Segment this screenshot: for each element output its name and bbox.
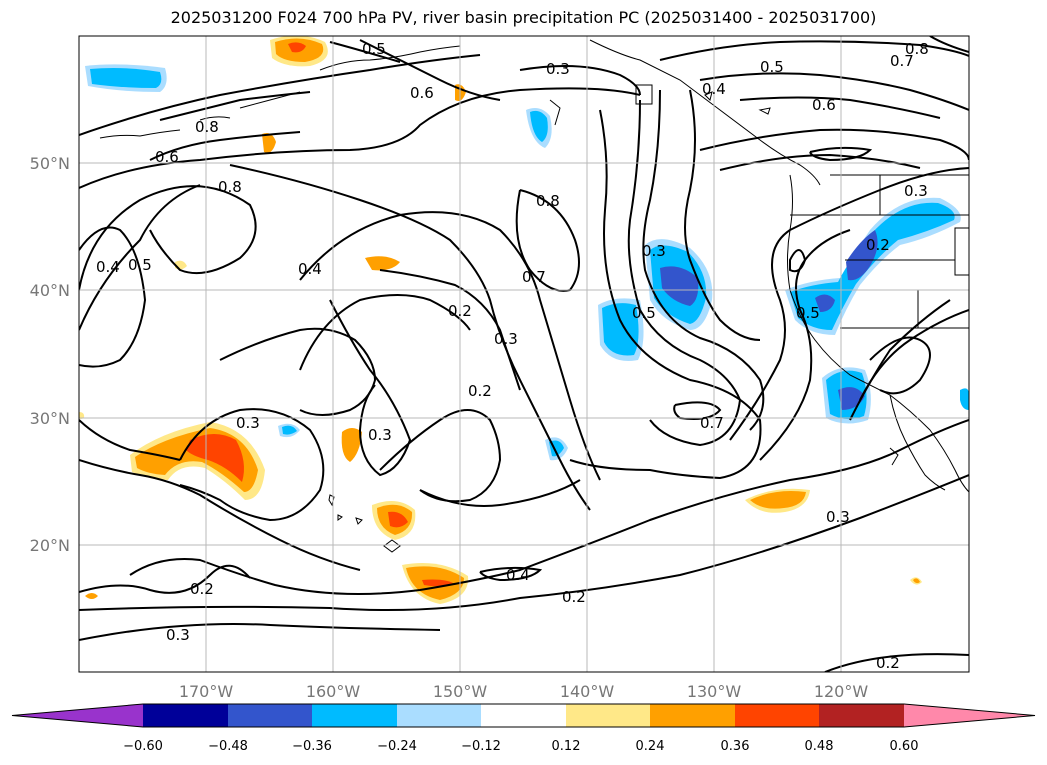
contour-label: 0.2 xyxy=(448,302,472,320)
contour-label: 0.3 xyxy=(494,330,518,348)
gridlines xyxy=(79,36,969,672)
colorbar-swatch xyxy=(143,704,228,727)
lat-label: 30°N xyxy=(30,409,70,428)
colorbar-swatch xyxy=(650,704,735,727)
contour-label: 0.8 xyxy=(536,192,560,210)
contour-label: 0.4 xyxy=(96,258,120,276)
coastlines xyxy=(99,39,969,553)
contour-label: 0.6 xyxy=(155,148,179,166)
colorbar-tick: −0.24 xyxy=(377,739,417,754)
lon-label: 120°W xyxy=(814,682,869,701)
contour-labels: 0.5 0.3 0.6 0.4 0.5 0.8 0.7 0.6 0.8 0.6 … xyxy=(96,40,929,672)
lon-label: 140°W xyxy=(560,682,615,701)
lon-label: 150°W xyxy=(433,682,488,701)
contour-label: 0.7 xyxy=(522,268,546,286)
longitude-labels: 170°W 160°W 150°W 140°W 130°W 120°W xyxy=(179,682,869,701)
colorbar-tick: −0.48 xyxy=(208,739,248,754)
colorbar-swatch xyxy=(566,704,650,727)
contour-label: 0.2 xyxy=(866,236,890,254)
colorbar-swatch xyxy=(312,704,397,727)
pv-contours xyxy=(79,36,969,672)
lat-label: 40°N xyxy=(30,281,70,300)
contour-label: 0.2 xyxy=(562,588,586,606)
map-panel: 0.5 0.3 0.6 0.4 0.5 0.8 0.7 0.6 0.8 0.6 … xyxy=(78,35,970,673)
colorbar-tick-labels: −0.60 −0.48 −0.36 −0.24 −0.12 0.12 0.24 … xyxy=(123,739,918,754)
contour-label: 0.8 xyxy=(195,118,219,136)
contour-label: 0.3 xyxy=(236,414,260,432)
contour-label: 0.3 xyxy=(642,242,666,260)
contour-label: 0.2 xyxy=(876,654,900,672)
contour-label: 0.7 xyxy=(700,414,724,432)
colorbar-tick: −0.36 xyxy=(292,739,332,754)
contour-label: 0.8 xyxy=(218,178,242,196)
colorbar-swatches xyxy=(11,703,1036,728)
colorbar-swatch xyxy=(12,704,143,727)
colorbar-swatch xyxy=(397,704,481,727)
contour-label: 0.7 xyxy=(890,52,914,70)
contour-label: 0.3 xyxy=(904,182,928,200)
contour-label: 0.4 xyxy=(506,566,530,584)
colorbar: −0.60 −0.48 −0.36 −0.24 −0.12 0.12 0.24 … xyxy=(11,703,1036,754)
lat-label: 50°N xyxy=(30,154,70,173)
contour-label: 0.6 xyxy=(410,84,434,102)
contour-label: 0.2 xyxy=(468,382,492,400)
contour-label: 0.3 xyxy=(368,426,392,444)
positive-pc-shading xyxy=(79,36,922,604)
contour-label: 0.4 xyxy=(298,260,322,278)
colorbar-swatch xyxy=(735,704,819,727)
contour-label: 0.5 xyxy=(760,58,784,76)
lon-label: 160°W xyxy=(306,682,361,701)
contour-label: 0.4 xyxy=(702,80,726,98)
contour-label: 0.5 xyxy=(632,304,656,322)
contour-label: 0.3 xyxy=(166,626,190,644)
latitude-labels: 50°N 40°N 30°N 20°N xyxy=(30,154,70,555)
colorbar-tick: 0.48 xyxy=(805,739,834,754)
contour-label: 0.6 xyxy=(812,96,836,114)
map-title: 2025031200 F024 700 hPa PV, river basin … xyxy=(170,8,877,27)
contour-label: 0.5 xyxy=(796,304,820,322)
colorbar-outline xyxy=(11,703,1036,728)
lon-label: 130°W xyxy=(687,682,742,701)
colorbar-tick: 0.36 xyxy=(721,739,750,754)
colorbar-tick: 0.12 xyxy=(552,739,581,754)
contour-label: 0.5 xyxy=(128,256,152,274)
lat-label: 20°N xyxy=(30,536,70,555)
colorbar-swatch xyxy=(819,704,904,727)
colorbar-swatch xyxy=(228,704,312,727)
colorbar-tick: −0.60 xyxy=(123,739,163,754)
colorbar-swatch xyxy=(904,704,1035,727)
colorbar-tick: −0.12 xyxy=(461,739,501,754)
contour-label: 0.2 xyxy=(190,580,214,598)
contour-label: 0.5 xyxy=(362,40,386,58)
contour-label: 0.3 xyxy=(826,508,850,526)
colorbar-tick: 0.60 xyxy=(890,739,919,754)
colorbar-swatch xyxy=(481,704,566,727)
colorbar-tick: 0.24 xyxy=(636,739,665,754)
contour-label: 0.8 xyxy=(905,40,929,58)
lon-label: 170°W xyxy=(179,682,234,701)
contour-label: 0.3 xyxy=(546,60,570,78)
